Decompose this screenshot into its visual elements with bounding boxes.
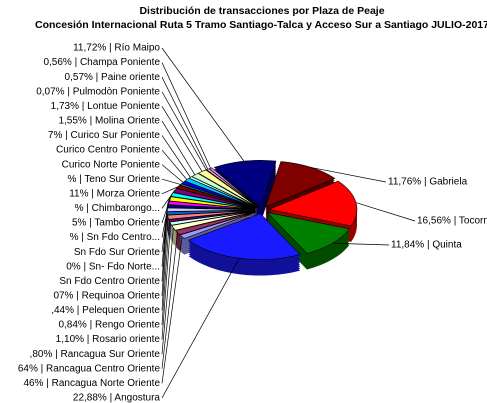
leader-line [161,106,203,172]
slice-label: 1,55% | Molina Oriente [58,116,160,127]
slice-label: Curico Centro Poniente [56,145,160,156]
slice [267,180,358,227]
leader-line [161,178,181,185]
leader-line [310,167,387,183]
leader-line [161,258,240,399]
leader-line [161,227,174,355]
slice-label: 16,56% | Tocornal [417,216,487,227]
leader-line [161,91,207,170]
leader-line [161,47,245,162]
leader-line [161,220,170,326]
slice [213,160,277,207]
slice-label: Sn Fdo Centro Oriente [59,276,160,287]
leader-line [161,232,178,369]
slice-label: 64% | Rancagua Centro Oriente [18,363,161,374]
slice-label: 7% | Curico Sur Poniente [48,130,161,141]
slice-label: ,80% | Rancagua Sur Oriente [30,349,161,360]
leader-line [161,194,173,224]
leader-line [161,77,209,170]
slice-label: % | Sn Fdo Centro... [70,232,160,243]
slice-label: Sn Fdo Sur Oriente [74,247,161,258]
slice-label: 1,73% | Lontue Poniente [51,101,161,112]
slice-side [180,213,257,241]
slice-label: 5% | Tambo Oriente [72,218,160,229]
slice [208,167,259,208]
leader-line [161,149,188,180]
leader-line [161,236,183,384]
leader-line [161,213,168,296]
slice-label: % | Teno Sur Oriente [68,174,161,185]
slice-label: 11,84% | Quinta [391,240,462,251]
slice [265,161,336,208]
slice-label: 0,84% | Rengo Oriente [58,320,160,331]
chart-title: Distribución de transacciones por Plaza … [139,5,384,17]
slice-label: 46% | Rancagua Norte Oriente [23,378,160,389]
leader-line [161,120,196,176]
leader-line [161,190,176,209]
slice-label: 22,88% | Angostura [73,393,161,403]
slice-label: 1,10% | Rosario oriente [56,334,161,345]
chart-subtitle: Concesión Internacional Ruta 5 Tramo San… [35,19,487,31]
slice-label: 07% | Requinoa Oriente [53,291,160,302]
leader-line [161,217,169,311]
slice-label: Curico Norte Poniente [62,159,161,170]
leader-line [355,202,416,222]
slice [266,211,350,254]
slice-label: 0,57% | Paine oriente [65,72,161,83]
leader-line [161,186,179,195]
leader-line [161,223,171,340]
slice-label: 0,56% | Champa Poniente [43,57,160,68]
slice-label: 11,76% | Gabriela [388,177,468,188]
leader-line [161,164,184,183]
leader-line [161,135,191,178]
leader-line [332,242,390,246]
slice [187,213,301,260]
slice-label: 11% | Morza Oriente [69,188,160,199]
slice-label: 11,72% | Río Maipo [73,43,160,54]
leader-line [161,62,211,169]
slice-label: ,44% | Pelequen Oriente [51,305,160,316]
slice-label: 0,07% | Pulmodòn Poniente [36,86,160,97]
slice [188,176,257,208]
slice-label: 0% | Sn- Fdo Norte... [66,261,160,272]
slice-label: % | Chimbarongo... [75,203,160,214]
